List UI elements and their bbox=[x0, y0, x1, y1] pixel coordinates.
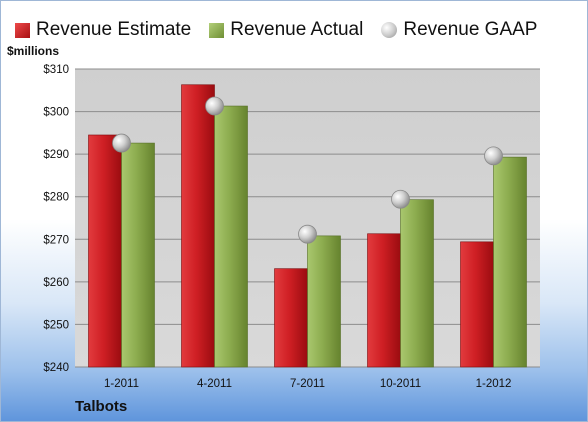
legend-swatch-actual bbox=[209, 22, 225, 38]
y-tick-label: $290 bbox=[43, 149, 69, 161]
bar-revenue-actual bbox=[121, 142, 155, 368]
marker-revenue-gaap bbox=[391, 189, 410, 209]
x-tick-label: 1-2012 bbox=[476, 378, 512, 390]
y-tick-label: $300 bbox=[43, 107, 69, 119]
y-tick-label: $280 bbox=[43, 192, 69, 204]
x-tick-label: 7-2011 bbox=[290, 378, 325, 390]
y-tick-label: $270 bbox=[43, 234, 69, 246]
bar-revenue-estimate bbox=[181, 84, 215, 368]
bar-revenue-estimate bbox=[88, 134, 122, 368]
legend-swatch-gaap bbox=[381, 22, 398, 38]
x-tick-label: 1-2011 bbox=[104, 378, 139, 390]
legend-label-actual: Revenue Actual bbox=[230, 19, 364, 40]
legend-label-gaap: Revenue GAAP bbox=[403, 19, 538, 40]
marker-revenue-gaap bbox=[205, 96, 224, 116]
y-tick-label: $260 bbox=[43, 277, 69, 289]
legend-item-estimate: Revenue Estimate bbox=[15, 19, 191, 41]
bar-revenue-estimate bbox=[367, 233, 401, 368]
marker-revenue-gaap bbox=[112, 133, 131, 153]
company-name: Talbots bbox=[75, 398, 128, 415]
legend-item-gaap: Revenue GAAP bbox=[381, 19, 537, 41]
legend-label-estimate: Revenue Estimate bbox=[36, 19, 192, 40]
x-tick-label: 4-2011 bbox=[197, 378, 232, 390]
y-tick-label: $240 bbox=[43, 362, 69, 374]
bar-revenue-actual bbox=[493, 156, 527, 368]
bar-revenue-actual bbox=[214, 105, 248, 368]
marker-revenue-gaap bbox=[484, 146, 503, 166]
bar-revenue-estimate bbox=[274, 268, 308, 368]
legend-item-actual: Revenue Actual bbox=[209, 19, 363, 41]
y-axis-unit-label: $millions bbox=[7, 44, 60, 58]
marker-revenue-gaap bbox=[298, 224, 317, 244]
bar-revenue-actual bbox=[307, 235, 341, 368]
bar-revenue-estimate bbox=[460, 241, 494, 368]
bar-revenue-actual bbox=[400, 199, 434, 368]
x-tick-label: 10-2011 bbox=[380, 378, 421, 390]
y-tick-label: $310 bbox=[43, 64, 69, 76]
legend-swatch-estimate bbox=[15, 22, 30, 38]
y-tick-label: $250 bbox=[43, 319, 69, 331]
legend: Revenue Estimate Revenue Actual Revenue … bbox=[15, 15, 575, 45]
